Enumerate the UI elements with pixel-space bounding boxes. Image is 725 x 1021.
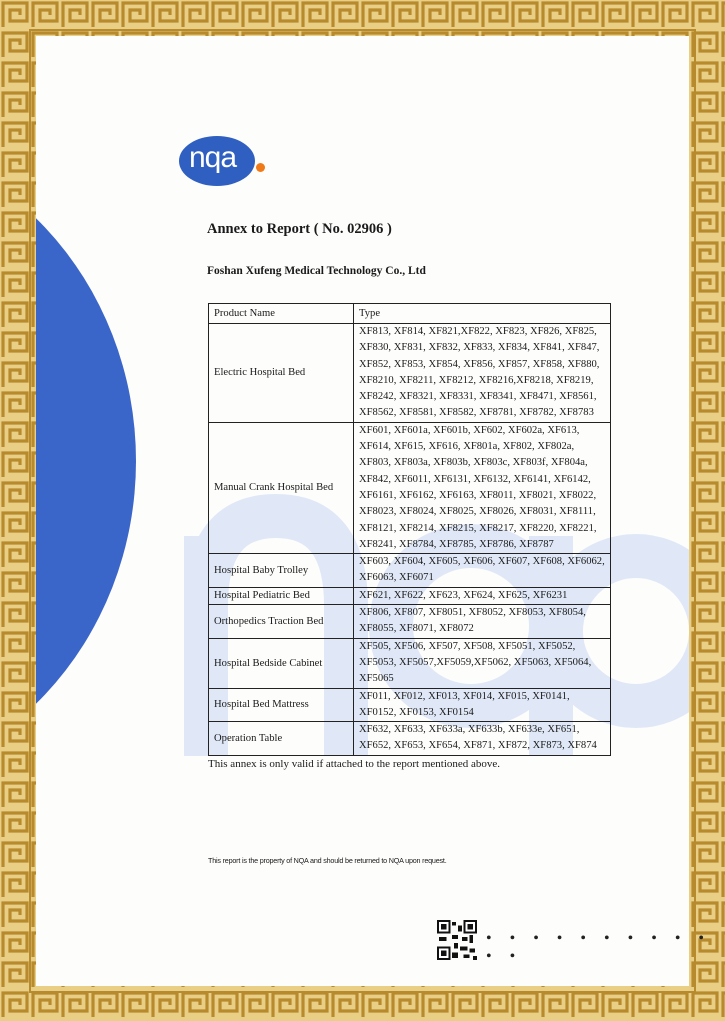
type-line: XF621, XF622, XF623, XF624, XF625, XF623… xyxy=(359,589,568,601)
type-line: XF601, XF601a, XF601b, XF602, XF602a, XF… xyxy=(359,424,580,436)
type-line: XF852, XF853, XF854, XF856, XF857, XF858… xyxy=(359,358,600,370)
type-cell: XF505, XF506, XF507, XF508, XF5051, XF50… xyxy=(353,637,611,689)
type-line: XF632, XF633, XF633a, XF633b, XF633e, XF… xyxy=(359,724,580,736)
table-row: Electric Hospital Bed XF813, XF814, XF821… xyxy=(208,323,611,423)
nqa-logo: nqa xyxy=(179,136,255,186)
type-line: XF813, XF814, XF821,XF822, XF823, XF826,… xyxy=(359,326,597,337)
table-row: Orthopedics Traction Bed XF806, XF807, XF… xyxy=(208,604,611,639)
page-title: Annex to Report ( No. 02906 ) xyxy=(207,221,392,237)
type-line: XF0152, XF0153, XF0154 xyxy=(359,706,474,718)
type-line: XF8242, XF8321, XF8331, XF8341, XF8471, … xyxy=(359,391,597,403)
company-name: Foshan Xufeng Medical Technology Co., Lt… xyxy=(207,265,426,277)
type-line: XF8055, XF8071, XF8072 xyxy=(359,623,474,635)
type-line: XF614, XF615, XF616, XF801a, XF802, XF80… xyxy=(359,441,575,453)
type-line: XF652, XF653, XF654, XF871, XF872, XF873… xyxy=(359,740,597,752)
product-name-cell: Electric Hospital Bed xyxy=(208,323,354,423)
product-name-cell: Hospital Bedside Cabinet xyxy=(208,637,354,689)
property-notice: This report is the property of NQA and s… xyxy=(208,856,447,865)
type-cell: XF011, XF012, XF013, XF014, XF015, XF014… xyxy=(353,687,611,723)
type-line: XF8241, XF8784, XF8785, XF8786, XF8787 xyxy=(359,538,554,550)
qr-code xyxy=(437,920,477,960)
type-line: XF803, XF803a, XF803b, XF803c, XF803f, X… xyxy=(359,457,588,469)
type-line: XF8562, XF8581, XF8582, XF8781, XF8782, … xyxy=(359,407,594,419)
table-row: Hospital Baby Trolley XF603, XF604, XF605… xyxy=(208,553,611,588)
type-line: XF505, XF506, XF507, XF508, XF5051, XF50… xyxy=(359,640,576,652)
logo-circle xyxy=(179,136,255,186)
type-line: XF830, XF831, XF832, XF833, XF834, XF841… xyxy=(359,342,600,354)
type-cell: XF632, XF633, XF633a, XF633b, XF633e, XF… xyxy=(353,721,611,756)
type-cell: XF806, XF807, XF8051, XF8052, XF8053, XF… xyxy=(353,604,611,639)
type-line: XF8210, XF8211, XF8212, XF8216,XF8218, X… xyxy=(359,374,594,386)
product-name-cell: Hospital Baby Trolley xyxy=(208,553,354,588)
product-name-cell: Manual Crank Hospital Bed xyxy=(208,421,354,555)
header-product-name: Product Name xyxy=(208,303,354,324)
blue-arc-decoration xyxy=(36,131,136,791)
type-line: XF6063, XF6071 xyxy=(359,572,434,584)
logo-text: nqa xyxy=(189,141,237,174)
type-cell: XF621, XF622, XF623, XF624, XF625, XF623… xyxy=(353,586,611,606)
dotted-line: • • • • • • • • • • • • xyxy=(486,930,712,965)
type-cell: XF813, XF814, XF821,XF822, XF823, XF826,… xyxy=(353,323,611,423)
type-line: XF603, XF604, XF605, XF606, XF607, XF608… xyxy=(359,556,605,568)
type-line: XF8023, XF8024, XF8025, XF8026, XF8031, … xyxy=(359,506,596,518)
type-line: XF806, XF807, XF8051, XF8052, XF8053, XF… xyxy=(359,607,586,619)
table-row: Manual Crank Hospital Bed XF601, XF601a, … xyxy=(208,421,611,555)
product-name-cell: Operation Table xyxy=(208,721,354,756)
type-line: XF6161, XF6162, XF6163, XF8011, XF8021, … xyxy=(359,489,597,501)
table-row: Hospital Bed Mattress XF011, XF012, XF013… xyxy=(208,687,611,723)
type-line: XF011, XF012, XF013, XF014, XF015, XF014… xyxy=(359,690,570,702)
product-table: Product Name Type Electric Hospital Bed X… xyxy=(208,303,611,756)
product-name-cell: Hospital Bed Mattress xyxy=(208,687,354,723)
type-line: XF5065 xyxy=(359,673,394,685)
type-cell: XF603, XF604, XF605, XF606, XF607, XF608… xyxy=(353,553,611,588)
type-line: XF5053, XF5057,XF5059,XF5062, XF5063, XF… xyxy=(359,656,592,668)
table-row: Hospital Bedside Cabinet XF505, XF506, XF… xyxy=(208,637,611,689)
type-line: XF842, XF6011, XF6131, XF6132, XF6141, X… xyxy=(359,473,591,485)
product-name-cell: Orthopedics Traction Bed xyxy=(208,604,354,639)
product-name-cell: Hospital Pediatric Bed xyxy=(208,586,354,606)
logo-orange-dot xyxy=(256,163,265,172)
type-line: XF8121, XF8214, XF8215, XF8217, XF8220, … xyxy=(359,522,597,534)
annex-validity-note: This annex is only valid if attached to … xyxy=(208,758,501,770)
header-type: Type xyxy=(353,303,611,324)
table-row: Operation Table XF632, XF633, XF633a, XF6… xyxy=(208,721,611,756)
table-row: Hospital Pediatric Bed XF621, XF622, XF62… xyxy=(208,586,611,606)
type-cell: XF601, XF601a, XF601b, XF602, XF602a, XF… xyxy=(353,421,611,555)
table-header-row: Product Name Type xyxy=(208,303,611,324)
